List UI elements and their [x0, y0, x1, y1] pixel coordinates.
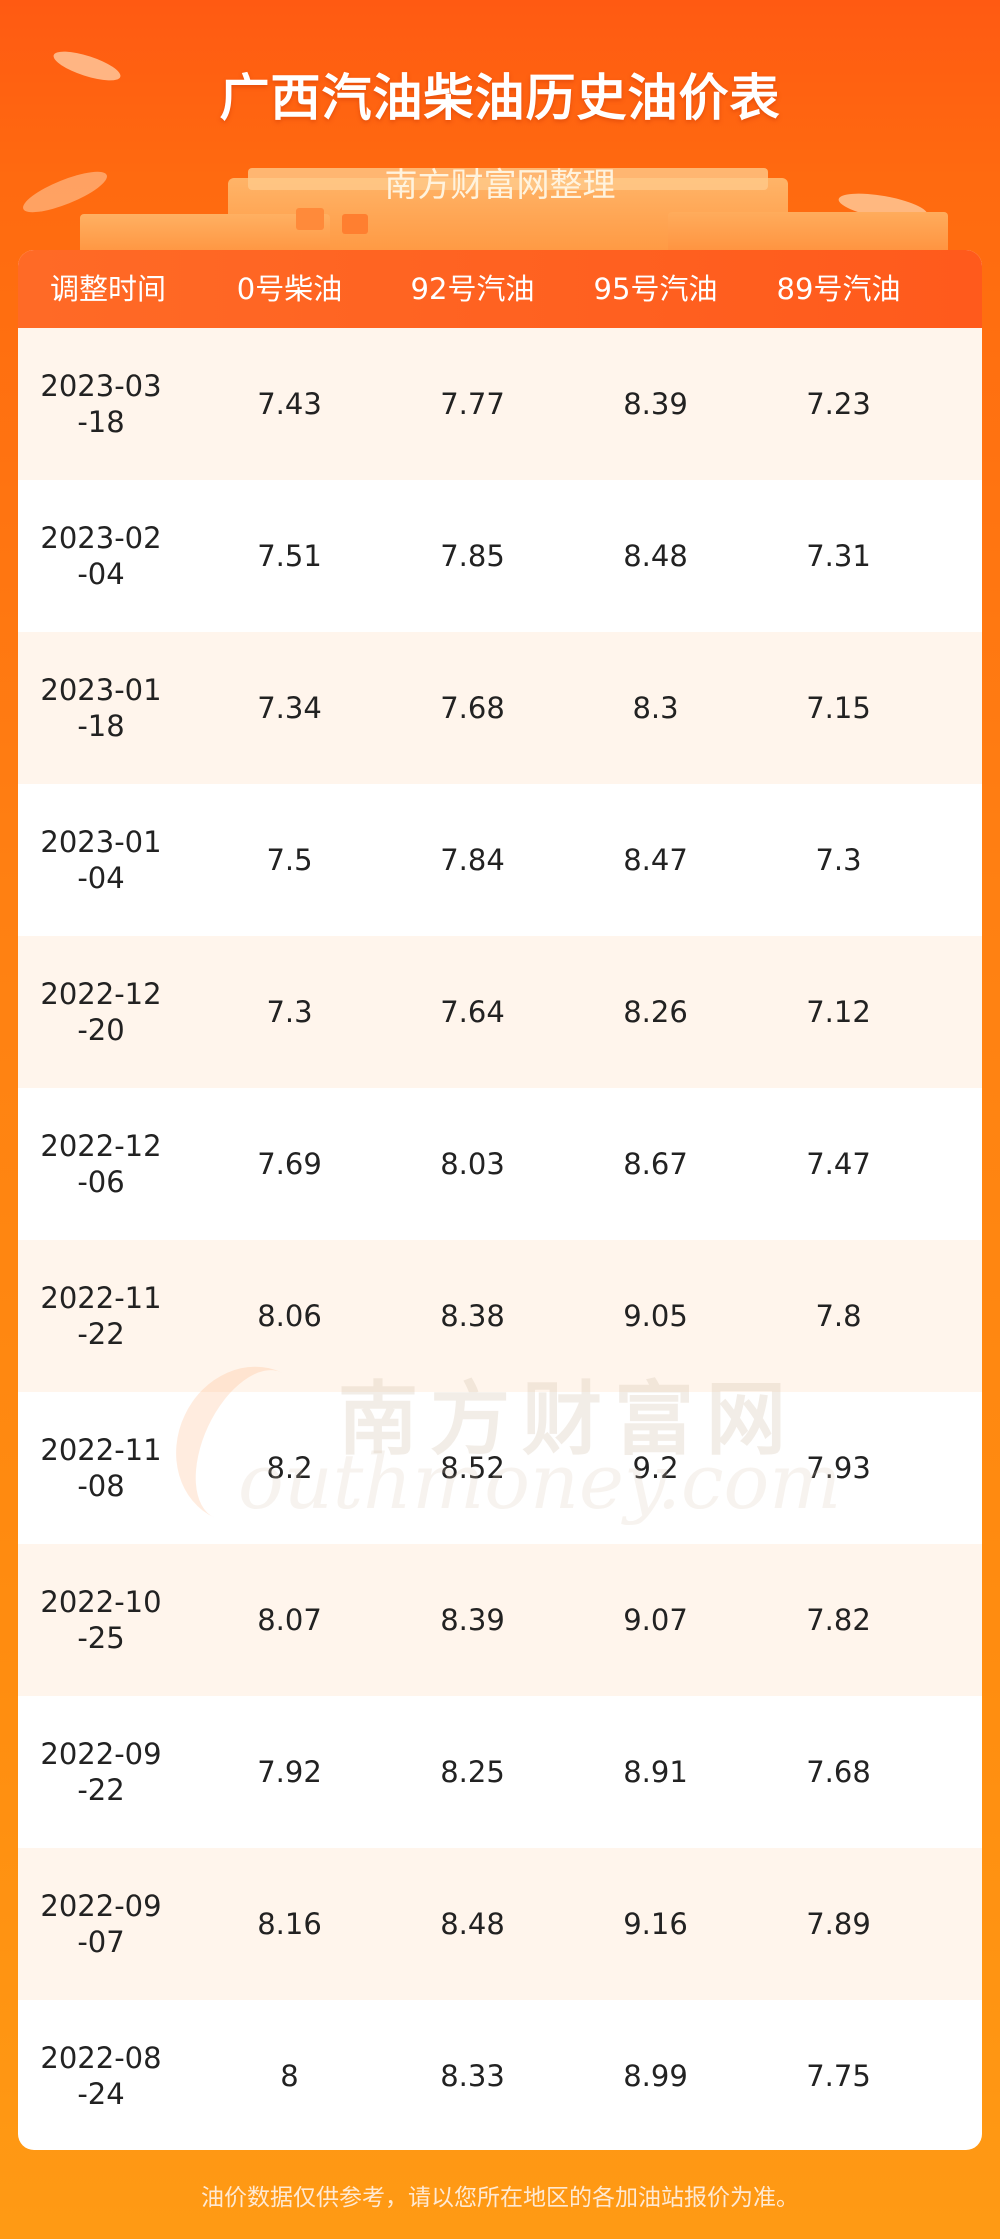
row-date: 2022-12-06 [40, 1129, 162, 1199]
price-gasoline-95: 8.48 [623, 539, 688, 573]
price-gasoline-89: 7.89 [806, 1907, 871, 1941]
price-diesel-0: 8.07 [257, 1603, 322, 1637]
cube-decoration [342, 214, 368, 234]
price-gasoline-89: 7.12 [806, 995, 871, 1029]
price-diesel-0: 7.5 [266, 843, 313, 877]
price-gasoline-89: 7.47 [806, 1147, 871, 1181]
footer-note: 油价数据仅供参考，请以您所在地区的各加油站报价为准。 [201, 2185, 799, 2211]
page-subtitle: 南方财富网整理 [384, 165, 616, 204]
price-diesel-0: 7.43 [257, 387, 322, 421]
price-gasoline-89: 7.15 [806, 691, 871, 725]
row-date: 2022-11-08 [40, 1433, 162, 1503]
table-row: 2022-09-07 8.16 8.48 9.16 7.89 [18, 1848, 982, 2000]
table-row: 2023-02-04 7.51 7.85 8.48 7.31 [18, 480, 982, 632]
table-header: 调整时间 0号柴油 92号汽油 95号汽油 89号汽油 [18, 250, 982, 328]
row-date: 2022-12-20 [40, 977, 162, 1047]
column-header-diesel-0: 0号柴油 [236, 272, 343, 306]
price-gasoline-92: 8.48 [440, 1907, 505, 1941]
row-date: 2022-09-22 [40, 1737, 162, 1807]
price-diesel-0: 8.06 [257, 1299, 322, 1333]
price-gasoline-95: 9.16 [623, 1907, 688, 1941]
price-gasoline-95: 9.07 [623, 1603, 688, 1637]
price-diesel-0: 7.3 [266, 995, 313, 1029]
row-date: 2022-08-24 [40, 2041, 162, 2111]
cube-decoration [296, 208, 324, 230]
price-gasoline-92: 7.77 [440, 387, 505, 421]
row-date: 2023-01-18 [40, 673, 162, 743]
price-gasoline-92: 7.85 [440, 539, 505, 573]
table-row: 2023-01-04 7.5 7.84 8.47 7.3 [18, 784, 982, 936]
table-row: 2022-12-06 7.69 8.03 8.67 7.47 [18, 1088, 982, 1240]
price-gasoline-95: 8.3 [632, 691, 679, 725]
table-row: 2022-08-24 8 8.33 8.99 7.75 [18, 2000, 982, 2150]
price-gasoline-95: 8.91 [623, 1755, 688, 1789]
price-gasoline-95: 8.99 [623, 2059, 688, 2093]
row-date: 2023-03-18 [40, 369, 162, 439]
price-gasoline-92: 8.38 [440, 1299, 505, 1333]
price-diesel-0: 8 [280, 2059, 299, 2093]
table-row: 2022-11-08 8.2 8.52 9.2 7.93 [18, 1392, 982, 1544]
price-gasoline-89: 7.82 [806, 1603, 871, 1637]
price-gasoline-92: 7.84 [440, 843, 505, 877]
price-gasoline-92: 8.03 [440, 1147, 505, 1181]
price-gasoline-95: 9.05 [623, 1299, 688, 1333]
price-gasoline-95: 8.67 [623, 1147, 688, 1181]
table-row: 2022-10-25 8.07 8.39 9.07 7.82 [18, 1544, 982, 1696]
table-row: 2022-11-22 8.06 8.38 9.05 7.8 [18, 1240, 982, 1392]
price-gasoline-89: 7.75 [806, 2059, 871, 2093]
column-header-date: 调整时间 [49, 272, 166, 306]
page-header: 广西汽油柴油历史油价表 南方财富网整理 [0, 0, 1000, 250]
price-gasoline-92: 8.33 [440, 2059, 505, 2093]
price-gasoline-89: 7.93 [806, 1451, 871, 1485]
table-row: 2022-12-20 7.3 7.64 8.26 7.12 [18, 936, 982, 1088]
price-gasoline-89: 7.68 [806, 1755, 871, 1789]
row-date: 2022-11-22 [40, 1281, 162, 1351]
price-diesel-0: 8.2 [266, 1451, 313, 1485]
price-gasoline-92: 7.68 [440, 691, 505, 725]
price-diesel-0: 7.51 [257, 539, 322, 573]
price-gasoline-95: 8.47 [623, 843, 688, 877]
price-gasoline-92: 8.52 [440, 1451, 505, 1485]
column-header-gasoline-95: 95号汽油 [593, 272, 718, 306]
price-gasoline-95: 8.39 [623, 387, 688, 421]
price-gasoline-89: 7.3 [815, 843, 862, 877]
table-row: 2023-01-18 7.34 7.68 8.3 7.15 [18, 632, 982, 784]
block-decoration [80, 214, 330, 250]
price-gasoline-92: 8.39 [440, 1603, 505, 1637]
price-diesel-0: 7.69 [257, 1147, 322, 1181]
row-date: 2022-09-07 [40, 1889, 162, 1959]
price-table: 调整时间 0号柴油 92号汽油 95号汽油 89号汽油 2023-03-18 7… [18, 250, 982, 2150]
price-gasoline-95: 8.26 [623, 995, 688, 1029]
row-date: 2023-01-04 [40, 825, 162, 895]
price-diesel-0: 8.16 [257, 1907, 322, 1941]
stage-top-decoration [248, 168, 768, 190]
price-gasoline-89: 7.23 [806, 387, 871, 421]
price-gasoline-89: 7.8 [815, 1299, 862, 1333]
row-date: 2023-02-04 [40, 521, 162, 591]
price-gasoline-95: 9.2 [632, 1451, 679, 1485]
column-header-gasoline-89: 89号汽油 [776, 272, 901, 306]
price-gasoline-89: 7.31 [806, 539, 871, 573]
block-decoration [668, 212, 948, 250]
table-row: 2022-09-22 7.92 8.25 8.91 7.68 [18, 1696, 982, 1848]
price-diesel-0: 7.92 [257, 1755, 322, 1789]
table-row: 2023-03-18 7.43 7.77 8.39 7.23 [18, 328, 982, 480]
column-header-gasoline-92: 92号汽油 [410, 272, 535, 306]
price-gasoline-92: 7.64 [440, 995, 505, 1029]
row-date: 2022-10-25 [40, 1585, 162, 1655]
price-gasoline-92: 8.25 [440, 1755, 505, 1789]
page-title: 广西汽油柴油历史油价表 [219, 69, 781, 127]
price-diesel-0: 7.34 [257, 691, 322, 725]
